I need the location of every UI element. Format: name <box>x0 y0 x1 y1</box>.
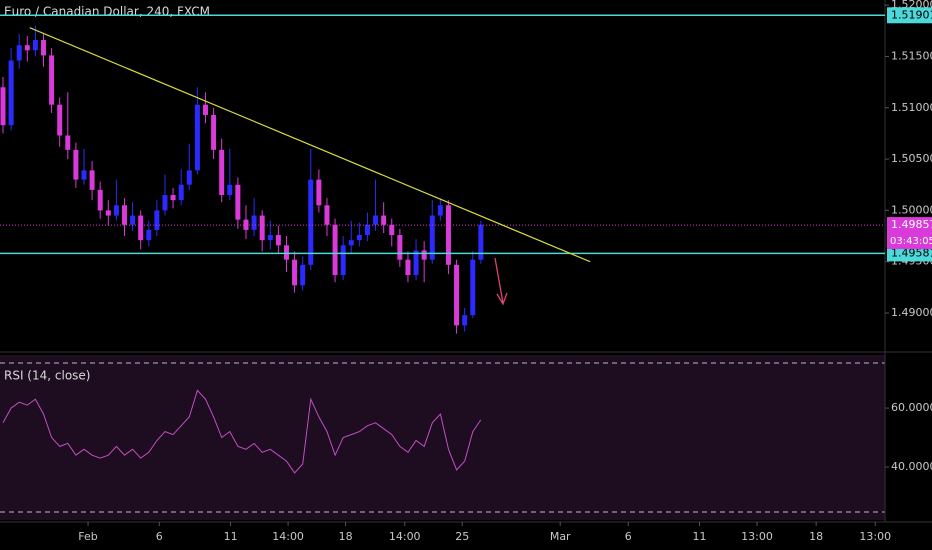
candle-body <box>105 210 111 216</box>
candle-body <box>227 184 233 196</box>
candle-body <box>300 264 306 286</box>
x-tick-label: Mar <box>550 530 571 543</box>
candle-body <box>437 205 443 216</box>
y-tick-label: 1.51000 <box>891 101 932 114</box>
candle-body <box>178 184 184 201</box>
candle-body <box>421 250 427 260</box>
y-tick-label: 40.0000 <box>891 460 932 473</box>
candle-body <box>170 195 176 201</box>
y-tick-label: 60.0000 <box>891 401 932 414</box>
candle-body <box>57 104 63 136</box>
candle-body <box>0 87 6 126</box>
level-label: 1.51901 <box>891 8 932 21</box>
candle-body <box>413 250 419 276</box>
level-label: 1.49581 <box>891 246 932 259</box>
candle-body <box>130 215 136 225</box>
candle-body <box>405 259 411 276</box>
candle-body <box>275 235 281 246</box>
candle-body <box>470 259 476 316</box>
x-tick-label: Feb <box>78 530 97 543</box>
candle-body <box>121 205 127 225</box>
last-price-box <box>887 217 932 250</box>
level-label-box <box>887 245 932 262</box>
candle-body <box>113 205 119 216</box>
candle-body <box>381 215 387 225</box>
y-tick-label: 1.51500 <box>891 49 932 62</box>
candle-body <box>308 179 314 265</box>
candle-body <box>24 45 30 51</box>
candle-body <box>316 179 322 206</box>
candle-body <box>364 224 370 236</box>
candle-body <box>49 55 55 105</box>
x-tick-label: 18 <box>339 530 353 543</box>
candle-body <box>267 235 273 241</box>
candle-body <box>211 114 217 150</box>
x-tick-label: 11 <box>224 530 238 543</box>
candle-body <box>65 135 71 150</box>
candle-body <box>340 245 346 276</box>
candle-body <box>478 224 484 260</box>
x-tick-label: 13:00 <box>859 530 891 543</box>
x-tick-label: 14:00 <box>389 530 421 543</box>
x-tick-label: 11 <box>693 530 707 543</box>
candle-body <box>97 189 103 211</box>
candle-body <box>16 45 22 61</box>
x-tick-label: 13:00 <box>741 530 773 543</box>
candle-body <box>154 210 160 230</box>
candle-body <box>348 240 354 246</box>
candle-body <box>251 215 257 230</box>
level-label-box <box>887 7 932 24</box>
rsi-pane <box>0 355 885 520</box>
candle-body <box>454 264 460 326</box>
candle-body <box>32 40 38 51</box>
countdown: 03:43:05 <box>890 236 932 247</box>
candle-body <box>324 205 330 225</box>
last-price-label: 1.49857 <box>891 218 932 231</box>
candle-body <box>162 195 168 211</box>
candle-body <box>194 104 200 171</box>
candle-body <box>389 224 395 236</box>
candle-body <box>259 215 265 241</box>
candle-body <box>8 60 14 126</box>
rsi-line <box>2 389 482 474</box>
y-tick-label: 1.50000 <box>891 203 932 216</box>
candle-body <box>81 170 87 180</box>
x-tick-label: 14:00 <box>272 530 304 543</box>
rsi-title: RSI (14, close) <box>4 369 90 383</box>
chart-title: Euro / Canadian Dollar, 240, FXCM <box>4 5 210 19</box>
arrow-annotation <box>494 257 508 306</box>
candle-body <box>219 149 225 196</box>
candle-body <box>73 149 79 180</box>
candle-body <box>397 235 403 260</box>
candle-body <box>202 104 208 115</box>
candle-body <box>332 224 338 276</box>
candle-body <box>283 245 289 260</box>
x-tick-label: 18 <box>809 530 823 543</box>
y-tick-label: 1.50500 <box>891 152 932 165</box>
candle-body <box>235 184 241 220</box>
candle-body <box>89 170 95 190</box>
candle-body <box>292 259 298 286</box>
y-tick-label: 1.49000 <box>891 306 932 319</box>
candle-body <box>429 215 435 260</box>
candle-body <box>356 235 362 241</box>
candle-body <box>146 229 152 241</box>
x-tick-label: 25 <box>455 530 469 543</box>
candle-body <box>445 205 451 265</box>
trendline <box>29 27 591 263</box>
y-tick-label: 1.52000 <box>891 0 932 11</box>
candle-body <box>40 40 46 56</box>
x-tick-label: 6 <box>625 530 632 543</box>
candle-body <box>462 315 468 326</box>
candle-body <box>243 219 249 230</box>
candle-body <box>373 215 379 225</box>
candle-body <box>138 215 144 241</box>
x-tick-label: 6 <box>156 530 163 543</box>
candle-body <box>186 170 192 185</box>
